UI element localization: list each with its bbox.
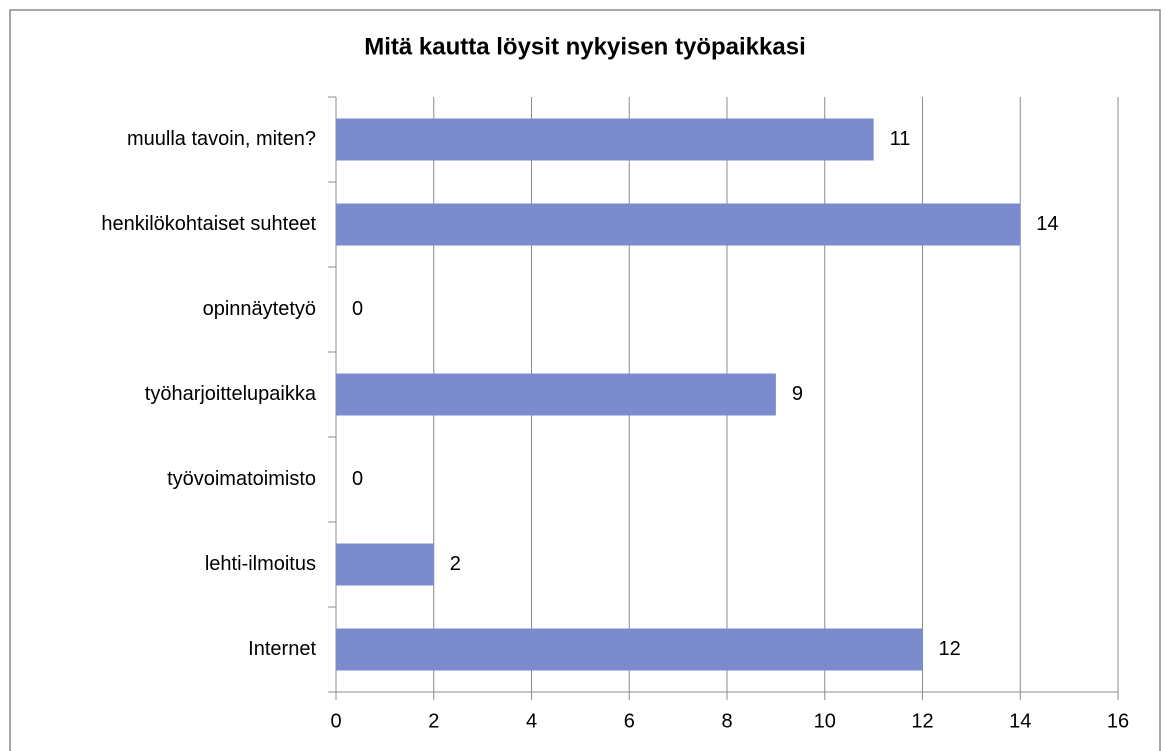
x-tick-label: 0 [330,710,341,732]
x-tick-label: 12 [911,710,933,732]
x-tick-label: 4 [526,710,537,732]
data-label: 14 [1036,213,1058,235]
x-tick-label: 10 [814,710,836,732]
data-label: 9 [792,383,803,405]
data-label: 11 [890,128,911,150]
y-tick-label: työharjoittelupaikka [145,383,317,405]
bar [336,543,434,586]
bar [336,203,1021,246]
data-label: 2 [450,553,461,575]
x-tick-label: 16 [1107,710,1129,732]
x-tick-label: 8 [721,710,732,732]
data-label: 0 [352,298,363,320]
x-tick-label: 14 [1009,710,1031,732]
y-tick-label: henkilökohtaiset suhteet [101,213,316,235]
chart-title: Mitä kautta löysit nykyisen työpaikkasi [364,33,806,60]
data-label: 0 [352,468,363,490]
bar [336,628,923,671]
x-tick-label: 2 [428,710,439,732]
y-tick-label: opinnäytetyö [203,298,316,320]
data-label: 12 [939,638,961,660]
y-tick-label: muulla tavoin, miten? [127,128,316,150]
y-tick-label: lehti-ilmoitus [205,553,316,575]
bar [336,118,874,161]
x-tick-label: 6 [624,710,635,732]
bar [336,373,776,416]
y-tick-label: Internet [248,638,316,660]
y-tick-label: työvoimatoimisto [167,468,316,490]
